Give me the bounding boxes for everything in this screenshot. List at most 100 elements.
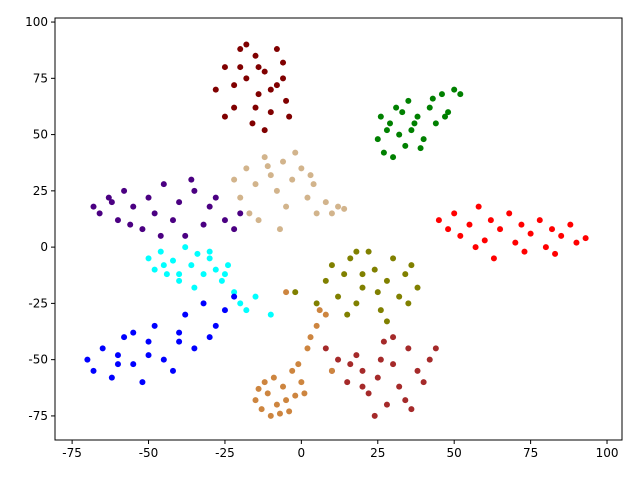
x-tick-label: -50 bbox=[139, 446, 159, 460]
dot bbox=[188, 262, 195, 269]
x-tick-label: -75 bbox=[62, 446, 82, 460]
y-tick-label: -25 bbox=[28, 296, 48, 310]
dot bbox=[472, 244, 479, 251]
dot bbox=[231, 82, 238, 89]
dot bbox=[552, 250, 559, 257]
dot bbox=[304, 345, 311, 352]
dot bbox=[145, 352, 152, 359]
dot bbox=[160, 262, 167, 269]
dot bbox=[273, 46, 280, 53]
dot bbox=[353, 300, 360, 307]
dot bbox=[411, 120, 418, 127]
dot bbox=[341, 205, 348, 212]
dot bbox=[374, 374, 381, 381]
dot bbox=[261, 154, 268, 161]
dot bbox=[292, 149, 299, 156]
dot bbox=[237, 46, 244, 53]
dot bbox=[160, 181, 167, 188]
dot bbox=[160, 356, 167, 363]
dot bbox=[377, 113, 384, 120]
dot bbox=[432, 345, 439, 352]
dot bbox=[359, 383, 366, 390]
dot bbox=[402, 142, 409, 149]
dot bbox=[445, 226, 452, 233]
dot bbox=[237, 210, 244, 217]
dot bbox=[252, 104, 259, 111]
dot bbox=[261, 68, 268, 75]
dot bbox=[267, 172, 274, 179]
dot bbox=[267, 311, 274, 318]
dot bbox=[475, 203, 482, 210]
dot bbox=[408, 127, 415, 134]
dot bbox=[380, 149, 387, 156]
dot bbox=[304, 194, 311, 201]
dot bbox=[221, 307, 228, 314]
dot bbox=[182, 232, 189, 239]
dot bbox=[221, 217, 228, 224]
dot bbox=[402, 397, 409, 404]
dot bbox=[261, 127, 268, 134]
dot bbox=[243, 307, 250, 314]
dot bbox=[567, 221, 574, 228]
dot bbox=[390, 154, 397, 161]
dot bbox=[371, 412, 378, 419]
dot bbox=[313, 322, 320, 329]
dot bbox=[280, 158, 287, 165]
dot bbox=[246, 210, 253, 217]
dot bbox=[383, 127, 390, 134]
dot bbox=[252, 293, 259, 300]
dot bbox=[276, 226, 283, 233]
dot bbox=[255, 385, 262, 392]
dot bbox=[457, 91, 464, 98]
dot bbox=[313, 300, 320, 307]
dot bbox=[298, 165, 305, 172]
dot bbox=[383, 277, 390, 284]
dot bbox=[307, 334, 314, 341]
dot bbox=[420, 136, 427, 143]
dot bbox=[292, 392, 299, 399]
dot bbox=[276, 410, 283, 417]
dot bbox=[267, 412, 274, 419]
dot bbox=[414, 367, 421, 374]
dot bbox=[145, 338, 152, 345]
dot bbox=[451, 210, 458, 217]
dot bbox=[286, 113, 293, 120]
dot bbox=[549, 226, 556, 233]
dot bbox=[243, 41, 250, 48]
y-tick-label: -50 bbox=[28, 353, 48, 367]
dot bbox=[396, 383, 403, 390]
dot bbox=[264, 163, 271, 170]
dot bbox=[408, 262, 415, 269]
dot bbox=[151, 266, 158, 273]
dot bbox=[365, 248, 372, 255]
dot bbox=[243, 165, 250, 172]
dot bbox=[420, 379, 427, 386]
y-tick-label: 0 bbox=[40, 240, 48, 254]
dot bbox=[527, 230, 534, 237]
dot bbox=[249, 120, 256, 127]
dot bbox=[191, 284, 198, 291]
dot bbox=[380, 338, 387, 345]
dot bbox=[283, 203, 290, 210]
y-tick-label: 50 bbox=[33, 128, 48, 142]
dot bbox=[359, 271, 366, 278]
dot bbox=[218, 277, 225, 284]
dot bbox=[328, 367, 335, 374]
dot bbox=[145, 194, 152, 201]
dot bbox=[237, 64, 244, 71]
dot bbox=[176, 329, 183, 336]
dot bbox=[335, 356, 342, 363]
x-tick-label: 100 bbox=[596, 446, 619, 460]
dot bbox=[169, 257, 176, 264]
dot bbox=[521, 248, 528, 255]
dot bbox=[212, 266, 219, 273]
dot bbox=[252, 397, 259, 404]
x-tick-label: -25 bbox=[215, 446, 235, 460]
dot bbox=[451, 86, 458, 93]
dot bbox=[267, 86, 274, 93]
dot bbox=[108, 374, 115, 381]
dot bbox=[225, 262, 232, 269]
dot bbox=[231, 104, 238, 111]
dot bbox=[371, 266, 378, 273]
dot bbox=[176, 277, 183, 284]
